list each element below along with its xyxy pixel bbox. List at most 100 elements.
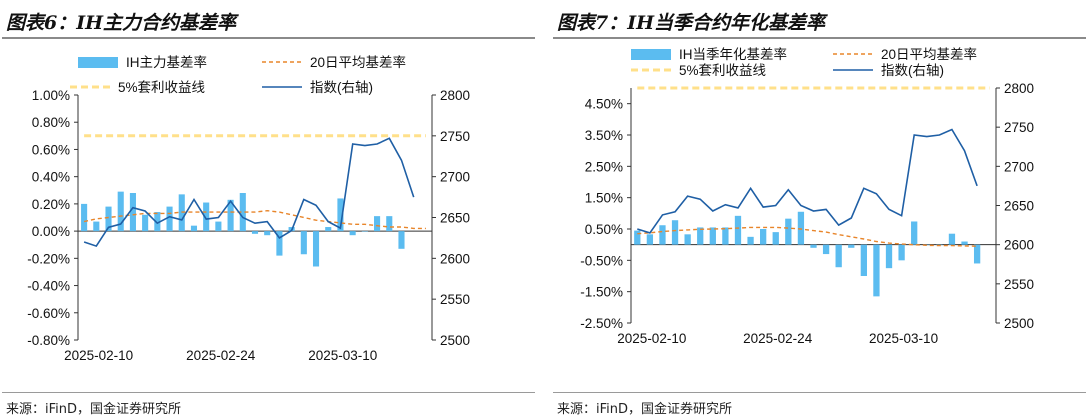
index-line [637, 128, 978, 234]
source-note: 来源：iFinD，国金证券研究所 [6, 402, 182, 417]
bar [734, 215, 742, 245]
left-tick-label: 2.50% [585, 159, 623, 174]
bar [142, 214, 149, 232]
source-rule [553, 392, 1086, 393]
bar [671, 220, 679, 245]
dashed-series-line [637, 226, 978, 247]
bar [239, 193, 246, 232]
bar [835, 244, 842, 268]
bar [129, 193, 136, 232]
bar [747, 236, 754, 245]
x-tick-label: 2025-02-10 [617, 331, 686, 346]
bar [312, 231, 320, 267]
left-tick-label: 0.60% [32, 142, 70, 157]
bar [709, 227, 716, 245]
source-note: 来源：iFinD，国金证券研究所 [557, 402, 733, 417]
dashed-series-line [83, 209, 426, 230]
left-tick-label: 1.00% [32, 88, 70, 103]
bar [659, 225, 666, 245]
right-tick-label: 2800 [1004, 81, 1034, 96]
bar [361, 231, 368, 232]
bar [117, 191, 124, 232]
right-tick-label: 2750 [440, 129, 470, 144]
title-rule [553, 37, 1086, 39]
bar [300, 231, 307, 255]
bar [973, 244, 981, 264]
legend-label: 指数(右轴) [310, 80, 373, 95]
bar [227, 199, 234, 232]
left-tick-label: -2.50% [580, 316, 623, 331]
right-tick-label: 2750 [1004, 120, 1034, 135]
bar [722, 227, 729, 245]
bar [325, 227, 332, 232]
bar [337, 198, 344, 232]
left-tick-label: 0.00% [32, 224, 70, 239]
legend-label: IH主力基差率 [126, 54, 207, 70]
left-tick-label: 3.50% [585, 128, 623, 143]
left-tick-label: 0.20% [32, 197, 70, 212]
bar [386, 216, 393, 232]
bar [760, 229, 767, 245]
bar [251, 231, 259, 234]
bar [166, 206, 173, 232]
bar [81, 203, 88, 232]
legend-label: 指数(右轴) [881, 63, 944, 78]
chart-title: 图表7：IH当季合约年化基差率 [557, 12, 826, 34]
bar [634, 230, 641, 245]
bar [646, 234, 654, 245]
legend-swatch [631, 49, 671, 60]
left-tick-label: 1.50% [585, 191, 623, 206]
bar [860, 244, 867, 276]
chart-panel-left: 图表6：IH主力合约基差率 -0.80% -0.60% -0.40% -0.20% 0.… [0, 0, 535, 419]
left-tick-label: -0.60% [27, 306, 70, 321]
bar [190, 225, 198, 232]
right-tick-label: 2650 [1004, 199, 1034, 214]
left-tick-label: -0.80% [27, 333, 70, 348]
x-tick-label: 2025-02-24 [186, 348, 256, 363]
left-tick-label: 4.50% [585, 97, 623, 112]
basis-rate-chart: -0.80% -0.60% -0.40% -0.20% 0.00% 0.20% 0.40% 0… [27, 54, 470, 363]
legend-label: 5%套利收益线 [118, 80, 205, 95]
bar [203, 202, 210, 232]
right-tick-label: 2550 [440, 292, 470, 307]
bar [215, 221, 222, 232]
bar [772, 232, 779, 245]
left-tick-label: -1.50% [580, 285, 623, 300]
bar [822, 244, 830, 255]
bar [911, 221, 918, 245]
right-tick-label: 2800 [440, 88, 470, 103]
index-line [83, 137, 415, 248]
right-tick-label: 2600 [1004, 238, 1034, 253]
title-rule [2, 37, 535, 39]
right-tick-label: 2700 [1004, 159, 1034, 174]
x-tick-label: 2025-03-10 [308, 348, 377, 363]
right-tick-label: 2600 [440, 251, 470, 266]
bar [398, 231, 405, 249]
bar [885, 244, 893, 269]
left-tick-label: -0.50% [580, 253, 623, 268]
right-tick-label: 2550 [1004, 277, 1034, 292]
bar [93, 221, 100, 232]
legend-label: 20日平均基差率 [881, 46, 977, 62]
x-tick-label: 2025-02-24 [743, 331, 813, 346]
right-tick-label: 2700 [440, 170, 470, 185]
legend-swatch [78, 57, 118, 68]
bar [276, 231, 283, 256]
bar [154, 212, 161, 232]
bar [898, 244, 905, 261]
bar [948, 233, 956, 245]
left-tick-label: 0.80% [32, 115, 70, 130]
chart-title: 图表6：IH主力合约基差率 [6, 12, 237, 34]
legend-label: 20日平均基差率 [310, 54, 406, 70]
bar [264, 231, 271, 236]
bar [785, 218, 792, 245]
right-tick-label: 2500 [1004, 316, 1034, 331]
x-tick-label: 2025-03-10 [869, 331, 938, 346]
bar [697, 227, 704, 245]
bar [797, 211, 805, 245]
bar [374, 216, 381, 232]
left-tick-label: 0.50% [585, 222, 623, 237]
bar [848, 244, 855, 248]
right-tick-label: 2650 [440, 211, 470, 226]
left-tick-label: -0.40% [27, 279, 70, 294]
